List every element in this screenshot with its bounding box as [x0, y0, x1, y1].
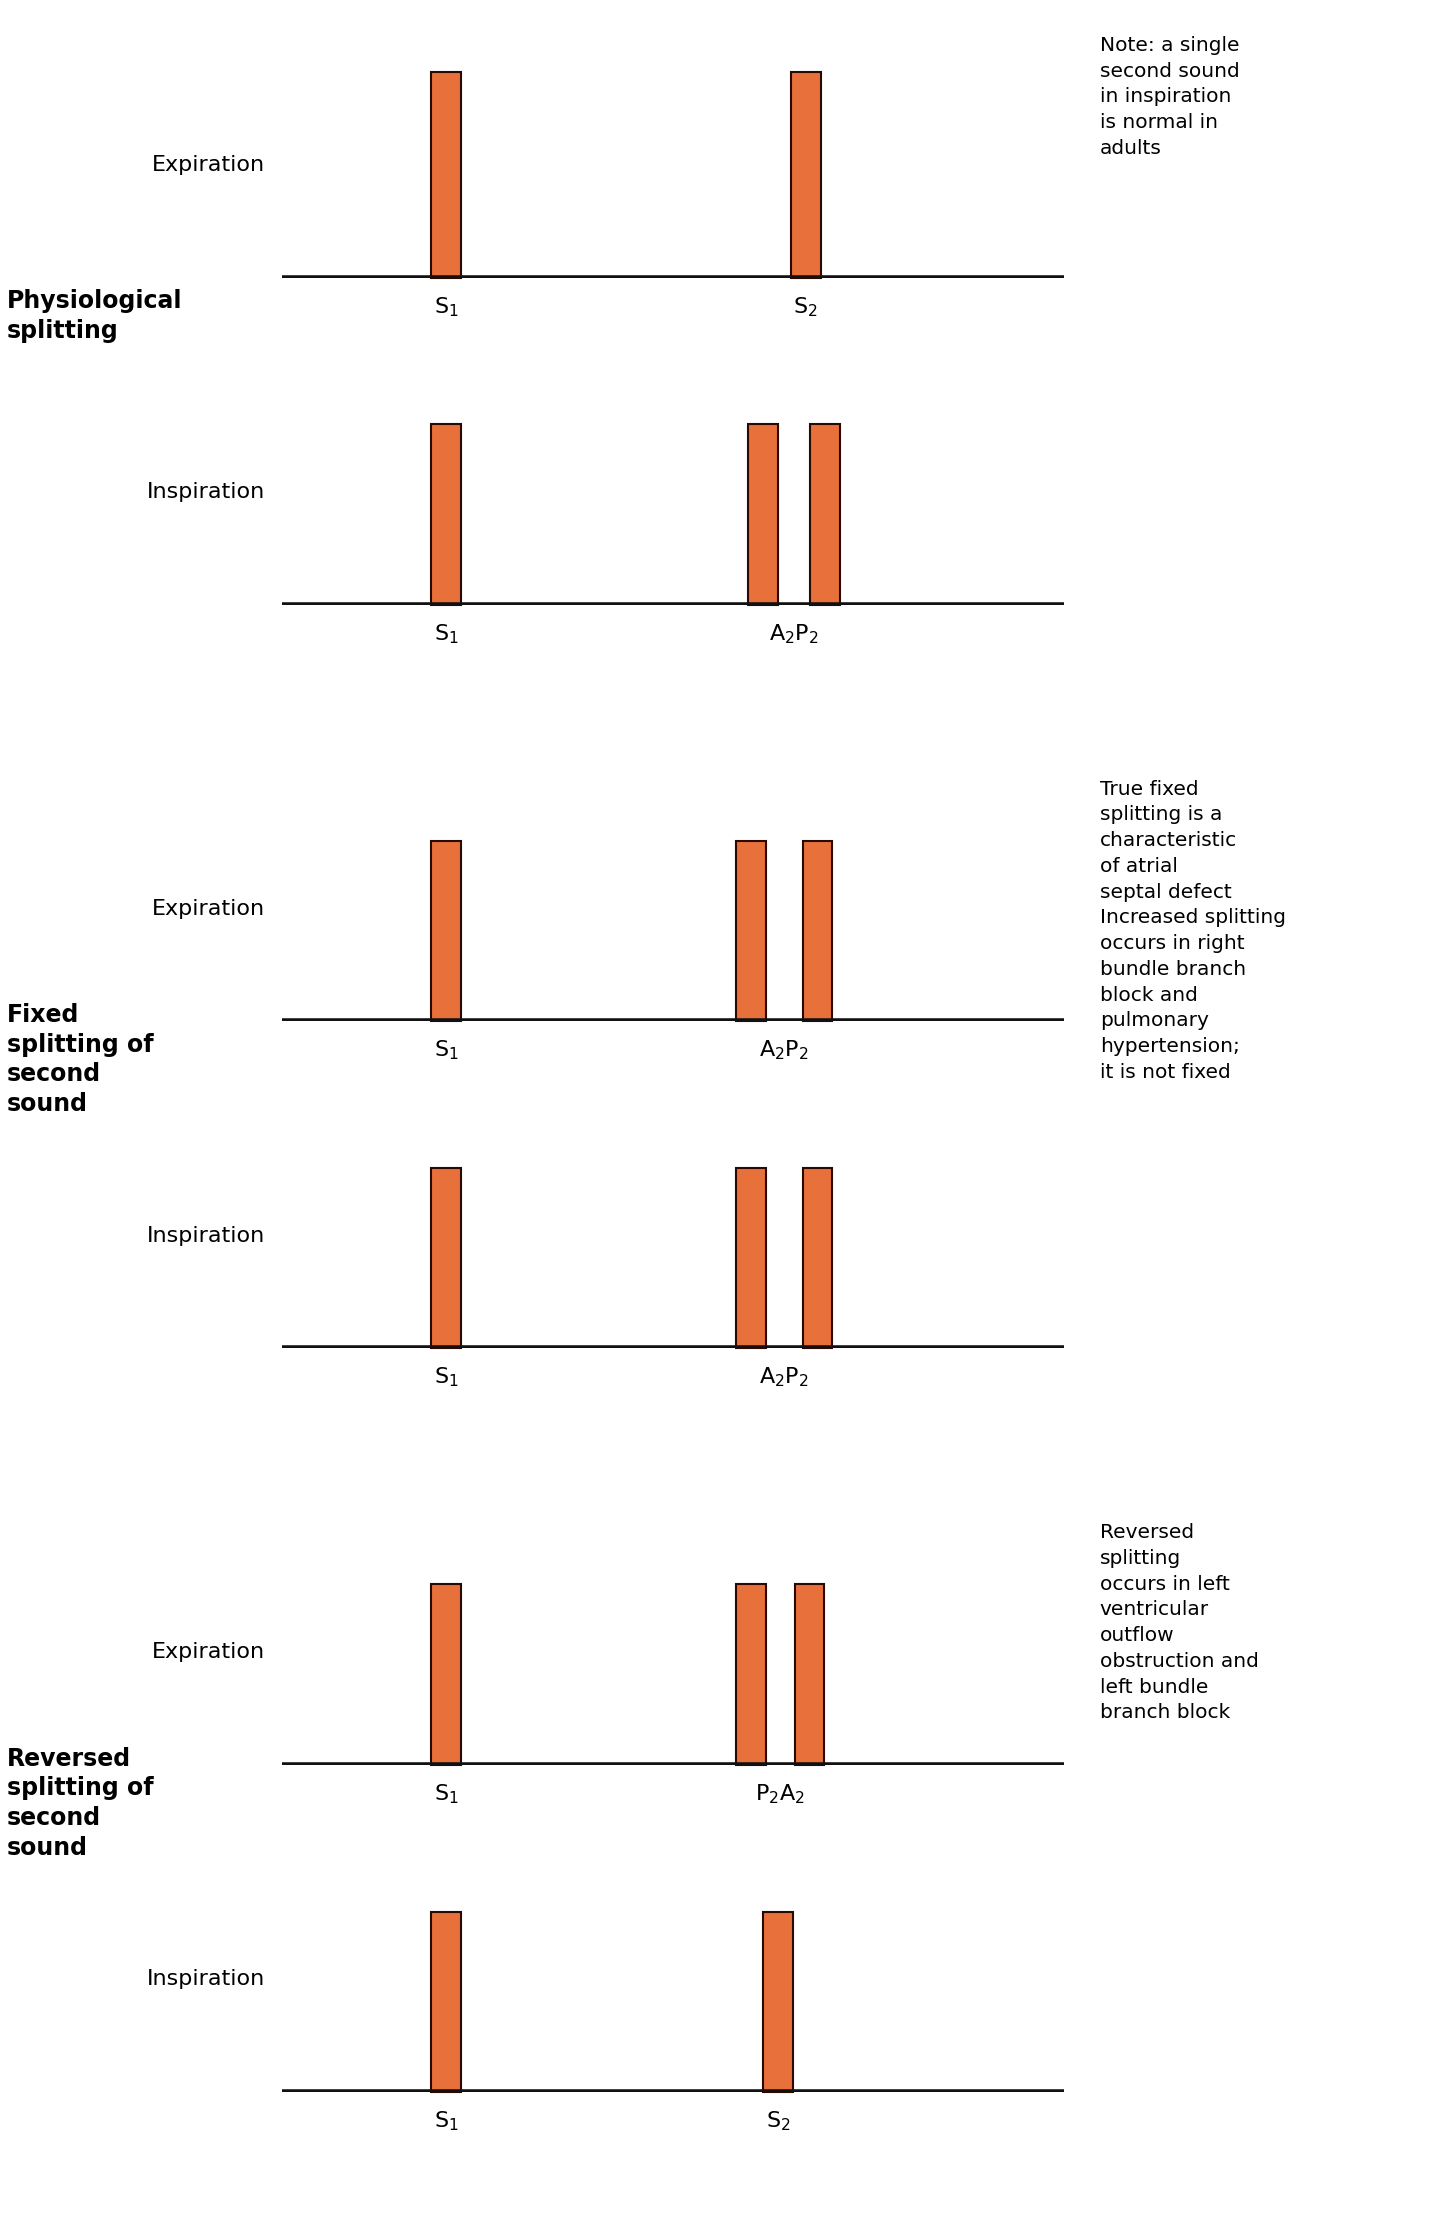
Bar	[431, 72, 462, 278]
Text: Inspiration: Inspiration	[146, 482, 265, 502]
Text: A$_2$P$_2$: A$_2$P$_2$	[758, 1366, 809, 1389]
Text: S$_1$: S$_1$	[434, 623, 459, 645]
Bar	[792, 72, 820, 278]
Text: S$_1$: S$_1$	[434, 2110, 459, 2132]
Bar	[431, 1911, 462, 2092]
Bar	[764, 1911, 793, 2092]
Bar	[737, 1167, 765, 1348]
Text: S$_1$: S$_1$	[434, 296, 459, 318]
Bar	[803, 1167, 832, 1348]
Text: A$_2$P$_2$: A$_2$P$_2$	[768, 623, 819, 645]
Text: Reversed
splitting
occurs in left
ventricular
outflow
obstruction and
left bundl: Reversed splitting occurs in left ventri…	[1100, 1523, 1259, 1723]
Text: Inspiration: Inspiration	[146, 1225, 265, 1245]
Text: S$_1$: S$_1$	[434, 1366, 459, 1389]
Text: A$_2$P$_2$: A$_2$P$_2$	[758, 1039, 809, 1062]
Bar	[794, 1584, 825, 1765]
Text: S$_2$: S$_2$	[793, 296, 818, 318]
Text: S$_2$: S$_2$	[765, 2110, 790, 2132]
Bar	[737, 1584, 765, 1765]
Bar	[803, 840, 832, 1021]
Bar	[810, 423, 841, 605]
Text: S$_1$: S$_1$	[434, 1783, 459, 1805]
Bar	[431, 840, 462, 1021]
Text: Expiration: Expiration	[152, 1642, 265, 1662]
Bar	[737, 840, 765, 1021]
Text: Expiration: Expiration	[152, 155, 265, 175]
Text: P$_2$A$_2$: P$_2$A$_2$	[755, 1783, 805, 1805]
Text: Note: a single
second sound
in inspiration
is normal in
adults: Note: a single second sound in inspirati…	[1100, 36, 1240, 157]
Bar	[431, 1167, 462, 1348]
Text: Expiration: Expiration	[152, 898, 265, 918]
Text: Inspiration: Inspiration	[146, 1969, 265, 1989]
Text: Reversed
splitting of
second
sound: Reversed splitting of second sound	[7, 1747, 153, 1859]
Bar	[431, 423, 462, 605]
Text: Fixed
splitting of
second
sound: Fixed splitting of second sound	[7, 1004, 153, 1116]
Text: True fixed
splitting is a
characteristic
of atrial
septal defect
Increased split: True fixed splitting is a characteristic…	[1100, 780, 1286, 1082]
Text: S$_1$: S$_1$	[434, 1039, 459, 1062]
Bar	[431, 1584, 462, 1765]
Bar	[748, 423, 777, 605]
Text: Physiological
splitting: Physiological splitting	[7, 289, 182, 343]
